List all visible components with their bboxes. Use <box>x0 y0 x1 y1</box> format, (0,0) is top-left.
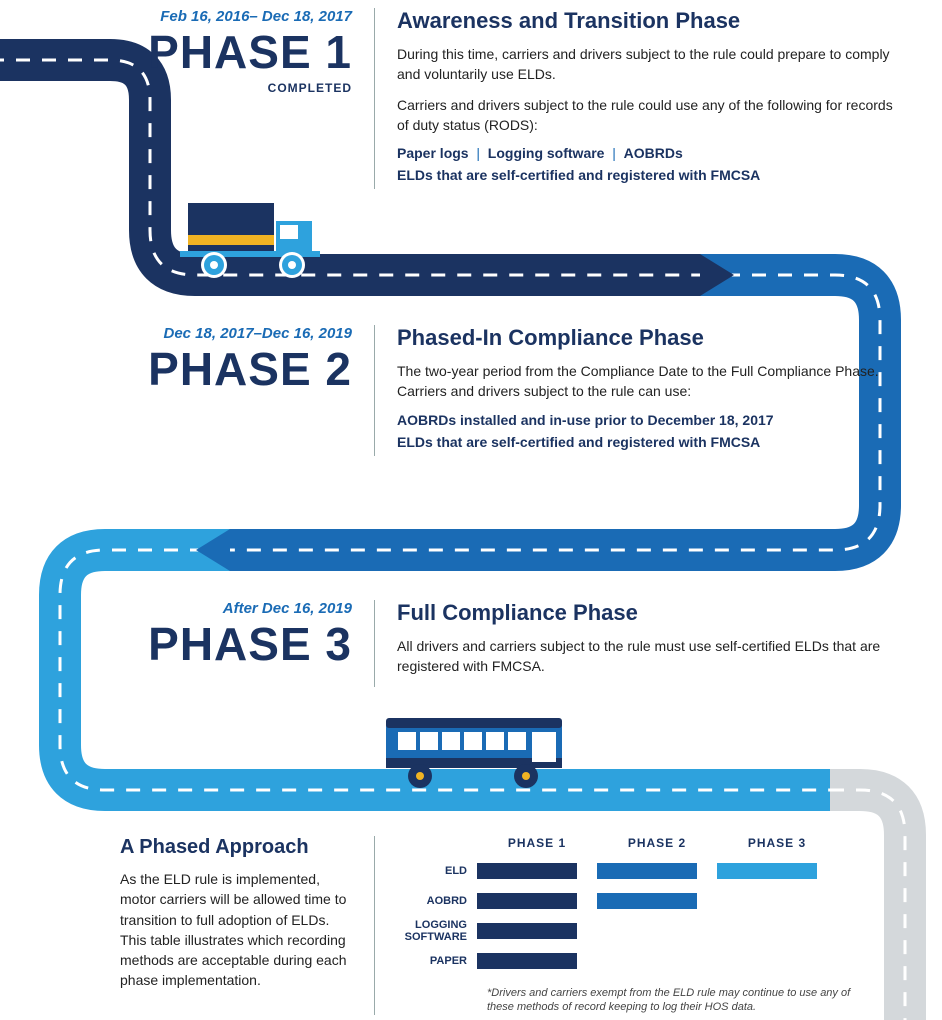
p1-opt-c: AOBRDs <box>624 145 683 161</box>
chart-footnote: *Drivers and carriers exempt from the EL… <box>487 986 867 1015</box>
chart-header: PHASE 1 PHASE 2 PHASE 3 <box>397 836 940 850</box>
phase-1-dates: Feb 16, 2016– Dec 18, 2017 <box>120 8 352 25</box>
phase-2-p1: The two-year period from the Compliance … <box>397 361 900 402</box>
chart-bar <box>717 893 817 909</box>
chart-row: PAPER <box>397 946 940 976</box>
p1-opt-b: Logging software <box>488 145 605 161</box>
phase-3-left: After Dec 16, 2019 PHASE 3 <box>120 600 375 687</box>
phase-1-p2: Carriers and drivers subject to the rule… <box>397 95 900 136</box>
phase-3-title: Full Compliance Phase <box>397 600 900 626</box>
phase-2-block: Dec 18, 2017–Dec 16, 2019 PHASE 2 Phased… <box>120 325 900 456</box>
chart-bar <box>597 863 697 879</box>
phase-3-dates: After Dec 16, 2019 <box>120 600 352 617</box>
phase-3-p1: All drivers and carriers subject to the … <box>397 636 900 677</box>
phase-1-bold2: ELDs that are self-certified and registe… <box>397 167 900 183</box>
chart-col-p3: PHASE 3 <box>717 836 837 850</box>
truck-icon <box>180 193 340 283</box>
chart-row: ELD <box>397 856 940 886</box>
separator-icon: | <box>608 145 623 161</box>
phase-2-label: PHASE 2 <box>120 346 352 392</box>
chart-row: AOBRD <box>397 886 940 916</box>
chart-body: ELD AOBRD LOGGING SOFTWARE PAPER <box>397 856 940 976</box>
chart-col-p2: PHASE 2 <box>597 836 717 850</box>
phase-2-right: Phased-In Compliance Phase The two-year … <box>375 325 900 456</box>
phase-2-title: Phased-In Compliance Phase <box>397 325 900 351</box>
phase-3-label: PHASE 3 <box>120 621 352 667</box>
chart-bar <box>717 953 817 969</box>
chart-bar <box>717 923 817 939</box>
bus-icon <box>380 710 580 800</box>
phase-1-status: COMPLETED <box>120 81 352 95</box>
chart-bar <box>597 923 697 939</box>
chart-row-label: ELD <box>397 865 477 877</box>
chart-bar <box>477 953 577 969</box>
phase-2-bold1: AOBRDs installed and in-use prior to Dec… <box>397 412 900 428</box>
p1-opt-a: Paper logs <box>397 145 469 161</box>
chart-bar <box>477 923 577 939</box>
chart-row-label: AOBRD <box>397 895 477 907</box>
chart-bar <box>477 893 577 909</box>
chart-row: LOGGING SOFTWARE <box>397 916 940 946</box>
phase-1-label: PHASE 1 <box>120 29 352 75</box>
chart-bar <box>717 863 817 879</box>
phase-1-title: Awareness and Transition Phase <box>397 8 900 34</box>
phase-2-bold2: ELDs that are self-certified and registe… <box>397 434 900 450</box>
phase-3-right: Full Compliance Phase All drivers and ca… <box>375 600 900 687</box>
chart-row-label: PAPER <box>397 955 477 967</box>
phase-2-left: Dec 18, 2017–Dec 16, 2019 PHASE 2 <box>120 325 375 456</box>
phase-1-block: Feb 16, 2016– Dec 18, 2017 PHASE 1 COMPL… <box>120 8 900 189</box>
chart-col-p1: PHASE 1 <box>477 836 597 850</box>
chart-row-label: LOGGING SOFTWARE <box>397 919 477 943</box>
approach-title: A Phased Approach <box>120 836 352 859</box>
phase-2-dates: Dec 18, 2017–Dec 16, 2019 <box>120 325 352 342</box>
phase-1-right: Awareness and Transition Phase During th… <box>375 8 900 189</box>
approach-left: A Phased Approach As the ELD rule is imp… <box>120 836 375 1015</box>
chart-bar <box>597 953 697 969</box>
chart-bar <box>477 863 577 879</box>
phase-1-options: Paper logs | Logging software | AOBRDs <box>397 145 900 161</box>
approach-block: A Phased Approach As the ELD rule is imp… <box>120 836 940 1015</box>
approach-chart: PHASE 1 PHASE 2 PHASE 3 ELD AOBRD LOGGING … <box>375 836 940 1015</box>
phase-3-block: After Dec 16, 2019 PHASE 3 Full Complian… <box>120 600 900 687</box>
phase-1-p1: During this time, carriers and drivers s… <box>397 44 900 85</box>
chart-bar <box>597 893 697 909</box>
phase-1-left: Feb 16, 2016– Dec 18, 2017 PHASE 1 COMPL… <box>120 8 375 189</box>
approach-body: As the ELD rule is implemented, motor ca… <box>120 869 352 991</box>
separator-icon: | <box>472 145 487 161</box>
